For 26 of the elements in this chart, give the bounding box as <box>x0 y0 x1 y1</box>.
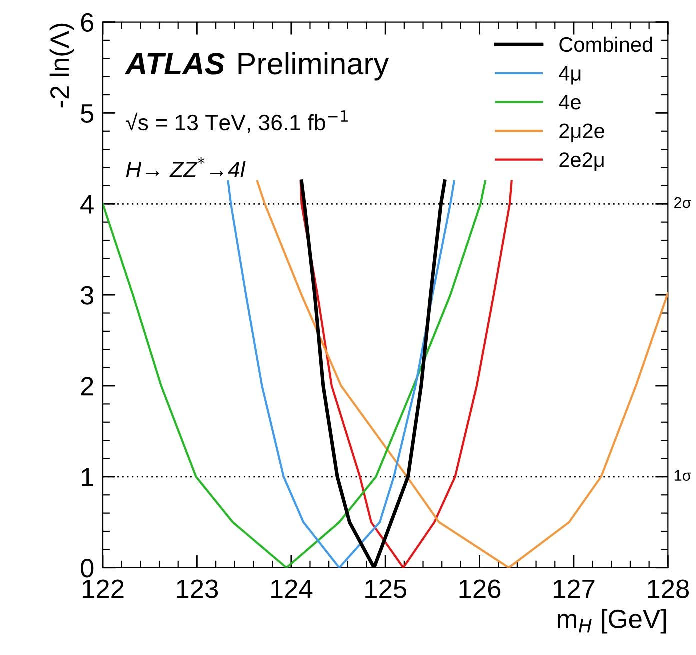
legend-label: 4e <box>559 95 581 110</box>
annotation: √s = 13 TeV, 36.1 fb$^{−1}$ <box>126 110 348 134</box>
x-tick-label: 125 <box>366 580 406 598</box>
x-tick-label: 123 <box>177 580 218 598</box>
annotation: ATLAS Preliminary <box>124 52 390 81</box>
ref-line-label: 1σ <box>674 470 692 482</box>
y-tick-label: 5 <box>81 104 94 124</box>
ref-line-label: 2σ <box>674 197 692 208</box>
y-tick-label: 2 <box>81 377 94 396</box>
legend-label: Combined <box>560 36 652 52</box>
y-tick-label: 4 <box>80 196 94 214</box>
legend-label: 4μ <box>559 66 581 85</box>
x-tick-label: 127 <box>554 580 595 598</box>
x-tick-label: 128 <box>648 580 690 598</box>
annotation: H→ ZZ$^{*}$→4l <box>126 157 246 178</box>
y-tick-label: 1 <box>82 468 94 487</box>
x-tick-label: 122 <box>83 580 124 598</box>
x-tick-label: 126 <box>460 580 501 598</box>
x-tick-label: 124 <box>271 580 313 598</box>
legend-label: 2μ2e <box>560 124 604 142</box>
x-axis-title: m$_{H}$ [GeV] <box>558 609 666 634</box>
y-tick-label: 3 <box>81 286 94 305</box>
y-tick-label: 0 <box>81 559 94 578</box>
y-tick-label: 6 <box>81 13 94 32</box>
legend-label: 2e2μ <box>560 152 604 172</box>
y-axis-title: -2 ln(Λ) <box>50 24 74 108</box>
